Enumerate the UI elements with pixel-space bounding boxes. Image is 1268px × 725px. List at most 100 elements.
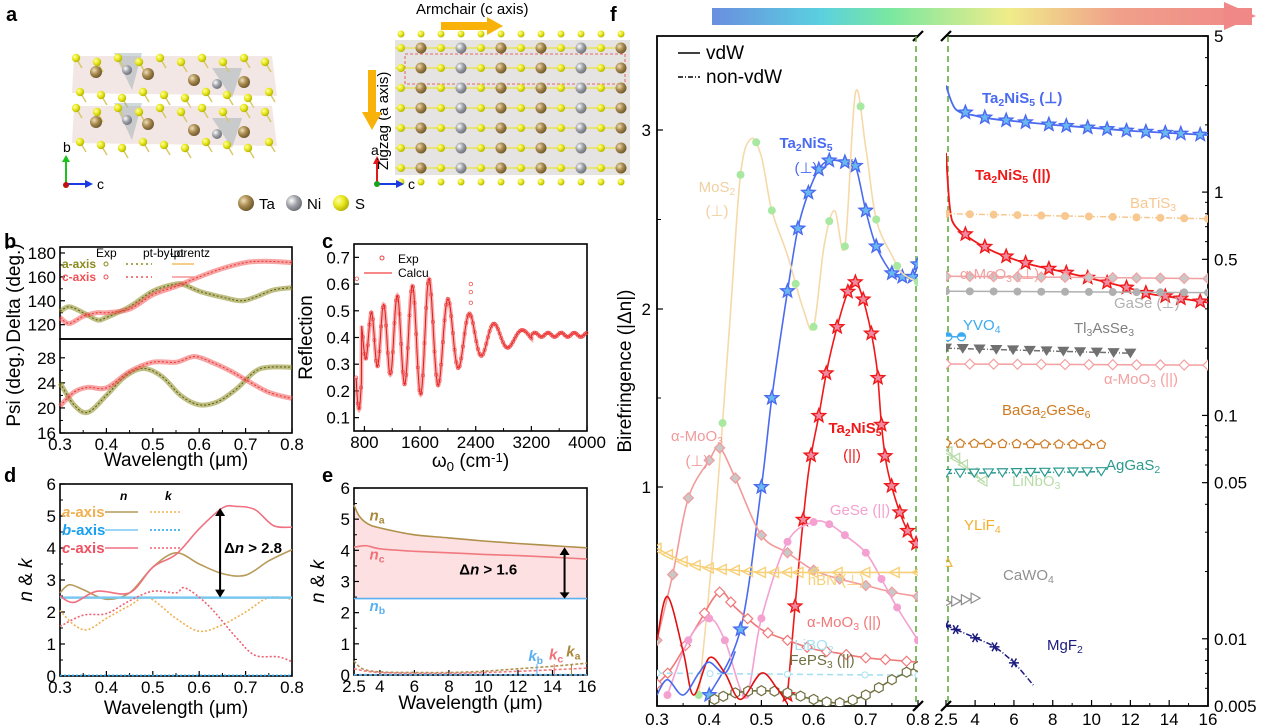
marker [1006, 345, 1020, 356]
exp-point [509, 342, 514, 347]
ta-atom [415, 42, 427, 54]
marker [1107, 348, 1120, 358]
label-amoo3-perp-left: α-MoO3 [671, 428, 723, 447]
s-atom [557, 64, 565, 72]
marker [982, 468, 995, 479]
y-tick-label: 120 [28, 316, 56, 335]
s-atom [96, 140, 106, 150]
s-atom [437, 144, 445, 152]
ni-atom [455, 42, 467, 54]
marker [956, 103, 974, 120]
marker [876, 447, 894, 464]
ni-atom [455, 102, 467, 114]
panel-label-c: c [322, 231, 333, 253]
x-tick-label: 0.6 [802, 710, 826, 725]
ta-atom [535, 102, 547, 114]
exp-point [379, 324, 384, 329]
marker [955, 438, 966, 448]
exp-point [419, 391, 424, 396]
label-k-a: ka [566, 643, 580, 662]
exp-point [372, 338, 377, 343]
s-atom [176, 57, 186, 67]
exp-point [451, 331, 455, 335]
marker [983, 438, 994, 448]
spectrum-bar [712, 8, 1252, 25]
s-atom [597, 104, 605, 112]
y-tick-label: 0.6 [326, 275, 350, 294]
exp-point [404, 373, 409, 377]
s-atom [597, 178, 605, 186]
marker [914, 278, 918, 287]
marker [1035, 271, 1048, 283]
label-ta2nis5-par-left-sym: (||) [843, 447, 861, 464]
y-tick-label: 3 [642, 121, 651, 140]
s-atom [239, 53, 249, 63]
s-atom [497, 178, 505, 186]
marker [949, 452, 961, 465]
x-tick-label: 0.4 [95, 678, 119, 697]
marker [913, 660, 918, 673]
marker [769, 685, 780, 697]
exp-point [407, 313, 412, 318]
marker [1130, 272, 1143, 284]
marker [718, 690, 729, 702]
series-left-hBN⊥ [657, 542, 918, 579]
exp-point [469, 314, 474, 319]
marker [1081, 467, 1094, 477]
s-atom [134, 107, 144, 117]
s-atom [437, 124, 445, 132]
exp-point [472, 330, 477, 334]
marker [684, 636, 693, 645]
marker [820, 151, 838, 168]
marker [857, 201, 875, 218]
x-tick-label: 0.3 [48, 435, 72, 454]
s-atom [557, 44, 565, 52]
marker [1180, 214, 1189, 223]
s-atom [437, 64, 445, 72]
series-right-YVO4 [946, 332, 967, 342]
s-atom [597, 164, 605, 172]
series-right-LiNbO3 [946, 445, 988, 488]
ni-atom [455, 82, 467, 94]
exp-point [409, 289, 414, 294]
x-tick-label: 0.5 [141, 435, 165, 454]
exp-point [532, 330, 537, 335]
s-atom [197, 53, 207, 63]
marker [820, 645, 833, 658]
ta-atom [415, 122, 427, 134]
crystal-structure-side-view [71, 53, 277, 159]
exp-point [487, 329, 492, 334]
exp-point [392, 321, 397, 325]
ta-atom [615, 142, 627, 154]
marker [879, 653, 892, 666]
s-atom [155, 53, 165, 63]
b-axis-label: b [63, 139, 71, 155]
marker [990, 344, 1003, 355]
label-mos2-sym: (⊥) [705, 203, 728, 220]
marker [1040, 346, 1053, 357]
y-tick-label: 1 [1214, 183, 1223, 202]
left-plot-area [657, 89, 918, 706]
label-n-b: nb [370, 598, 386, 617]
label-amoo3-perp-left-sym: (⊥) [685, 453, 708, 470]
marker [810, 160, 828, 177]
marker [946, 468, 953, 479]
marker [1011, 438, 1022, 449]
exp-point [491, 322, 495, 326]
exp-point [355, 401, 360, 406]
exp-point [400, 369, 405, 374]
marker [1037, 211, 1046, 220]
series-left-Ta2NiS5darkred [657, 595, 789, 705]
legend-exp-c [103, 274, 109, 280]
s-atom [417, 178, 425, 186]
y-tick-label: 0.005 [1214, 697, 1257, 716]
x-tick-label: 12 [1121, 710, 1140, 725]
s-atom [597, 144, 605, 152]
marker [753, 566, 767, 579]
marker [795, 690, 806, 702]
marker [846, 273, 864, 290]
s-atom [113, 53, 123, 63]
exp-point [474, 339, 479, 344]
s-atom [517, 164, 525, 172]
